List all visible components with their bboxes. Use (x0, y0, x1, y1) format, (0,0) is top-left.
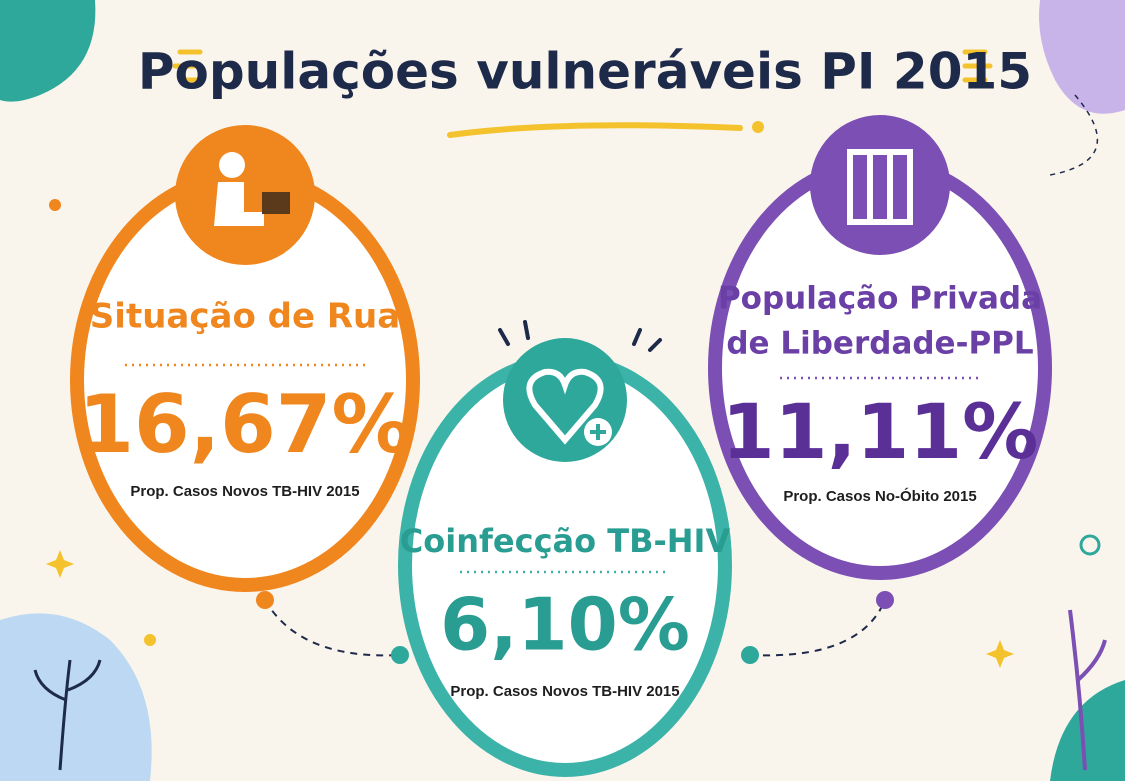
ring (1079, 534, 1101, 556)
corner-blob (1039, 0, 1125, 114)
icon (526, 368, 612, 446)
dot (752, 121, 764, 133)
title-dash (962, 49, 993, 83)
icon (214, 152, 290, 226)
node (256, 591, 274, 609)
card-title: População Privada (718, 281, 1042, 317)
node (391, 646, 409, 664)
node (876, 591, 894, 609)
title-underline (447, 122, 743, 138)
icon-badge (175, 125, 315, 265)
card-value: 11,11% (722, 387, 1039, 476)
accent (498, 320, 662, 352)
card-note: Prop. Casos Novos TB-HIV 2015 (130, 483, 359, 500)
title-dash (172, 49, 203, 83)
card-title: Coinfecção TB-HIV (400, 522, 731, 560)
corner-blob (0, 613, 152, 781)
node (741, 646, 759, 664)
card-title: de Liberdade-PPL (726, 326, 1033, 362)
icon (847, 149, 913, 225)
connector (264, 599, 401, 657)
card-value: 16,67% (78, 378, 411, 471)
sparkle (46, 550, 74, 578)
card-value: 6,10% (440, 583, 690, 667)
corner-blob (1050, 680, 1125, 781)
plant (33, 659, 102, 771)
card-note: Prop. Casos No-Óbito 2015 (783, 487, 976, 505)
icon-badge (810, 115, 950, 255)
dot (144, 634, 156, 646)
sparkle (986, 640, 1014, 668)
card-title: Situação de Rua (90, 297, 400, 337)
card-note: Prop. Casos Novos TB-HIV 2015 (450, 683, 679, 700)
plant (1068, 609, 1107, 771)
dot (49, 199, 61, 211)
corner-blob (0, 0, 96, 102)
title: Populações vulneráveis PI 2015 (138, 43, 1032, 101)
